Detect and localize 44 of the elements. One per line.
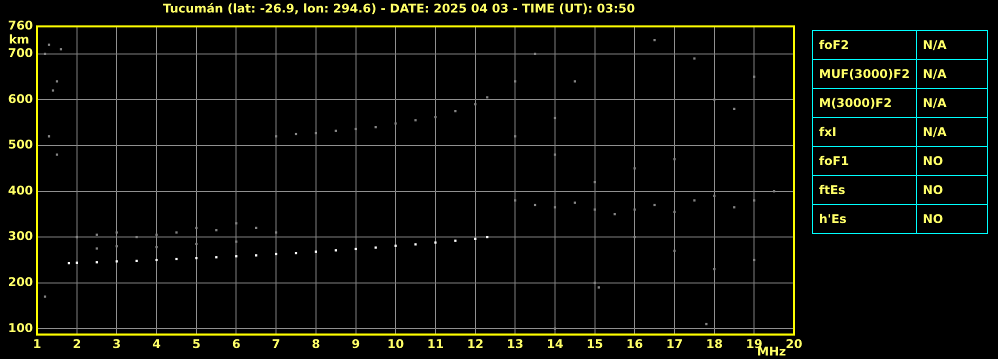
text: ftEs: [812, 176, 916, 204]
text: fxI: [812, 118, 916, 146]
text: h'Es: [812, 204, 916, 234]
point: [195, 256, 198, 260]
x-tick-label: 2: [72, 336, 82, 351]
y-tick-label: 700: [8, 46, 34, 60]
x-tick-label: 1: [32, 336, 42, 351]
y-tick-label: 300: [8, 229, 34, 244]
x-tick-label: 4: [152, 336, 161, 351]
x-tick-label: 14: [546, 336, 564, 351]
x-tick-label: 12: [466, 336, 484, 351]
x-tick-label: 7: [272, 336, 280, 351]
text: N/A: [916, 30, 988, 60]
y-tick-label: 200: [8, 274, 34, 289]
y-tick-label: 500: [8, 138, 34, 152]
y-axis-title: km: [8, 32, 30, 47]
y-tick-label: 100: [8, 320, 34, 335]
text: N/A: [916, 60, 988, 88]
text: NO: [916, 146, 988, 176]
x-tick-label: 17: [666, 336, 683, 351]
x-tick-label: 3: [112, 336, 121, 351]
text: N/A: [916, 88, 988, 118]
y-tick-label: 400: [8, 183, 34, 198]
x-tick-label: 16: [626, 336, 643, 351]
text: foF2: [812, 30, 916, 60]
text: NO: [916, 204, 988, 234]
chart-title: Tucumán (lat: -26.9, lon: 294.6) - DATE: 2025 04 03 - TIME (UT): 03:50: [163, 1, 635, 16]
x-tick-label: 6: [232, 336, 240, 351]
x-tick-label: 9: [352, 336, 360, 351]
x-tick-label: 11: [427, 336, 444, 351]
y-tick-label: 600: [8, 92, 34, 106]
x-tick-label: 20: [786, 336, 802, 351]
text: foF1: [812, 146, 916, 176]
text: N/A: [916, 118, 988, 146]
x-tick-label: 8: [312, 336, 320, 351]
text: NO: [916, 176, 988, 204]
x-tick-label: 10: [387, 336, 404, 351]
x-tick-label: 15: [586, 336, 604, 351]
x-tick-label: 5: [192, 336, 201, 351]
x-tick-label: 18: [706, 336, 723, 351]
text: M(3000)F2: [812, 88, 916, 118]
text: MUF(3000)F2: [812, 60, 916, 88]
y-tick-label: 760: [8, 18, 34, 33]
x-tick-label: 13: [506, 336, 524, 351]
